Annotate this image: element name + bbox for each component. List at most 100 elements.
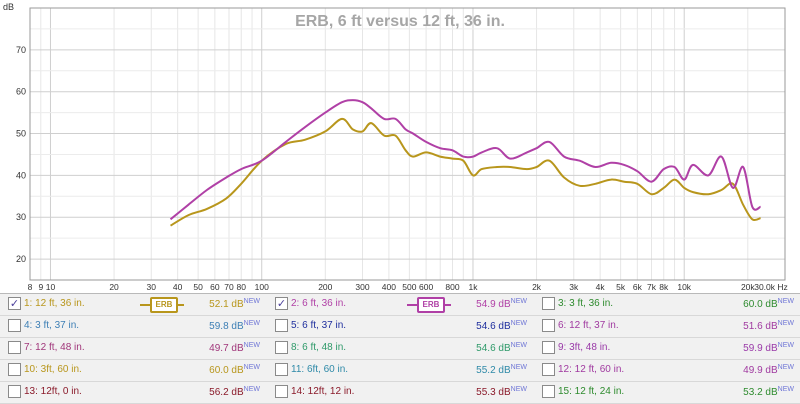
grid (29, 8, 786, 280)
legend-value: 53.2 dBNEW (743, 386, 794, 398)
x-tick-label: 9 (38, 282, 43, 292)
x-tick-label: 2k (532, 282, 542, 292)
legend-value: 52.1 dBNEW (209, 298, 260, 310)
new-badge: NEW (777, 364, 794, 371)
legend-value-text: 59.9 dB (743, 343, 778, 354)
legend-label: 11: 6ft, 60 in. (291, 364, 349, 375)
x-tick-label: 500 (402, 282, 416, 292)
x-tick-label: 8k (659, 282, 669, 292)
x-tick-label: 70 (224, 282, 234, 292)
legend-value-text: 53.2 dB (743, 387, 778, 398)
x-tick-label: 30.0k Hz (754, 282, 788, 292)
x-tick-label: 80 (237, 282, 247, 292)
legend-checkbox[interactable]: ✓ (275, 297, 288, 310)
legend-label: 9: 3ft, 48 in. (558, 342, 611, 353)
x-tick-label: 8 (28, 282, 33, 292)
legend-label: 15: 12 ft, 24 in. (558, 386, 625, 397)
legend-value-text: 56.2 dB (209, 387, 244, 398)
legend-checkbox[interactable] (542, 297, 555, 310)
legend-checkbox[interactable]: ✓ (8, 297, 21, 310)
legend-checkbox[interactable] (542, 385, 555, 398)
legend-item: 13: 12ft, 0 in. 56.2 dBNEW (0, 382, 266, 403)
legend-checkbox[interactable] (8, 385, 21, 398)
legend-label: 14: 12ft, 12 in. (291, 386, 355, 397)
x-tick-label: 400 (382, 282, 396, 292)
legend-item: 4: 3 ft, 37 in. 59.8 dBNEW (0, 316, 266, 337)
legend-row: 13: 12ft, 0 in. 56.2 dBNEW 14: 12ft, 12 in… (0, 382, 800, 404)
legend-checkbox[interactable] (275, 363, 288, 376)
legend-item: ✓ 1: 12 ft, 36 in. ERB 52.1 dBNEW (0, 294, 266, 315)
legend-item: 10: 3ft, 60 in. 60.0 dBNEW (0, 360, 266, 381)
legend-item: 15: 12 ft, 24 in. 53.2 dBNEW (534, 382, 800, 403)
new-badge: NEW (510, 320, 527, 327)
legend-row: 4: 3 ft, 37 in. 59.8 dBNEW 5: 6 ft, 37 in.… (0, 316, 800, 338)
series-line (169, 99, 761, 221)
legend-row: 10: 3ft, 60 in. 60.0 dBNEW 11: 6ft, 60 in.… (0, 360, 800, 382)
legend-item: 6: 12 ft, 37 in. 51.6 dBNEW (534, 316, 800, 337)
legend-checkbox[interactable] (275, 341, 288, 354)
new-badge: NEW (510, 342, 527, 349)
legend-row: ✓ 1: 12 ft, 36 in. ERB 52.1 dBNEW ✓ 2: 6 ft, … (0, 294, 800, 316)
x-tick-label: 800 (445, 282, 459, 292)
legend-label: 12: 12 ft, 60 in. (558, 364, 625, 375)
new-badge: NEW (243, 342, 260, 349)
legend-item: 9: 3ft, 48 in. 59.9 dBNEW (534, 338, 800, 359)
smoothing-badge[interactable]: ERB (140, 297, 184, 313)
new-badge: NEW (777, 298, 794, 305)
legend-value-text: 54.6 dB (476, 321, 511, 332)
x-tick-label: 60 (210, 282, 220, 292)
legend-checkbox[interactable] (8, 341, 21, 354)
legend-label: 2: 6 ft, 36 in. (291, 298, 347, 309)
series-lines (169, 99, 761, 227)
new-badge: NEW (510, 298, 527, 305)
new-badge: NEW (777, 342, 794, 349)
legend-value-text: 55.2 dB (476, 365, 511, 376)
legend-item: 3: 3 ft, 36 in. 60.0 dBNEW (534, 294, 800, 315)
legend-value-text: 52.1 dB (209, 299, 244, 310)
legend-checkbox[interactable] (542, 341, 555, 354)
x-tick-label: 3k (569, 282, 579, 292)
x-tick-label: 7k (647, 282, 657, 292)
legend-item: 12: 12 ft, 60 in. 49.9 dBNEW (534, 360, 800, 381)
x-tick-label: 5k (616, 282, 626, 292)
legend-value: 51.6 dBNEW (743, 320, 794, 332)
legend-checkbox[interactable] (542, 363, 555, 376)
legend-value: 60.0 dBNEW (743, 298, 794, 310)
new-badge: NEW (510, 364, 527, 371)
x-tick-label: 10k (677, 282, 691, 292)
x-tick-label: 40 (173, 282, 183, 292)
new-badge: NEW (243, 320, 260, 327)
y-tick-label: 70 (16, 45, 26, 55)
badge-label: ERB (417, 297, 445, 313)
legend-value: 49.9 dBNEW (743, 364, 794, 376)
legend-value: 56.2 dBNEW (209, 386, 260, 398)
new-badge: NEW (777, 386, 794, 393)
legend-value: 54.9 dBNEW (476, 298, 527, 310)
legend-label: 3: 3 ft, 36 in. (558, 298, 614, 309)
legend-value: 55.2 dBNEW (476, 364, 527, 376)
legend-checkbox[interactable] (275, 385, 288, 398)
new-badge: NEW (777, 320, 794, 327)
smoothing-badge[interactable]: ERB (407, 297, 451, 313)
x-tick-label: 6k (633, 282, 643, 292)
legend-label: 1: 12 ft, 36 in. (24, 298, 85, 309)
x-tick-label: 50 (193, 282, 203, 292)
new-badge: NEW (510, 386, 527, 393)
x-tick-label: 600 (419, 282, 433, 292)
legend-checkbox[interactable] (8, 363, 21, 376)
chart-title: ERB, 6 ft versus 12 ft, 36 in. (295, 13, 505, 30)
legend-value: 59.9 dBNEW (743, 342, 794, 354)
legend-value: 49.7 dBNEW (209, 342, 260, 354)
legend-row: 7: 12 ft, 48 in. 49.7 dBNEW 8: 6 ft, 48 in… (0, 338, 800, 360)
new-badge: NEW (243, 364, 260, 371)
legend-checkbox[interactable] (542, 319, 555, 332)
legend-checkbox[interactable] (8, 319, 21, 332)
legend-label: 5: 6 ft, 37 in. (291, 320, 347, 331)
legend-item: 5: 6 ft, 37 in. 54.6 dBNEW (267, 316, 533, 337)
legend-checkbox[interactable] (275, 319, 288, 332)
chart-background (0, 0, 800, 293)
x-tick-label: 20k (741, 282, 755, 292)
x-tick-label: 1k (468, 282, 478, 292)
legend-label: 13: 12ft, 0 in. (24, 386, 82, 397)
